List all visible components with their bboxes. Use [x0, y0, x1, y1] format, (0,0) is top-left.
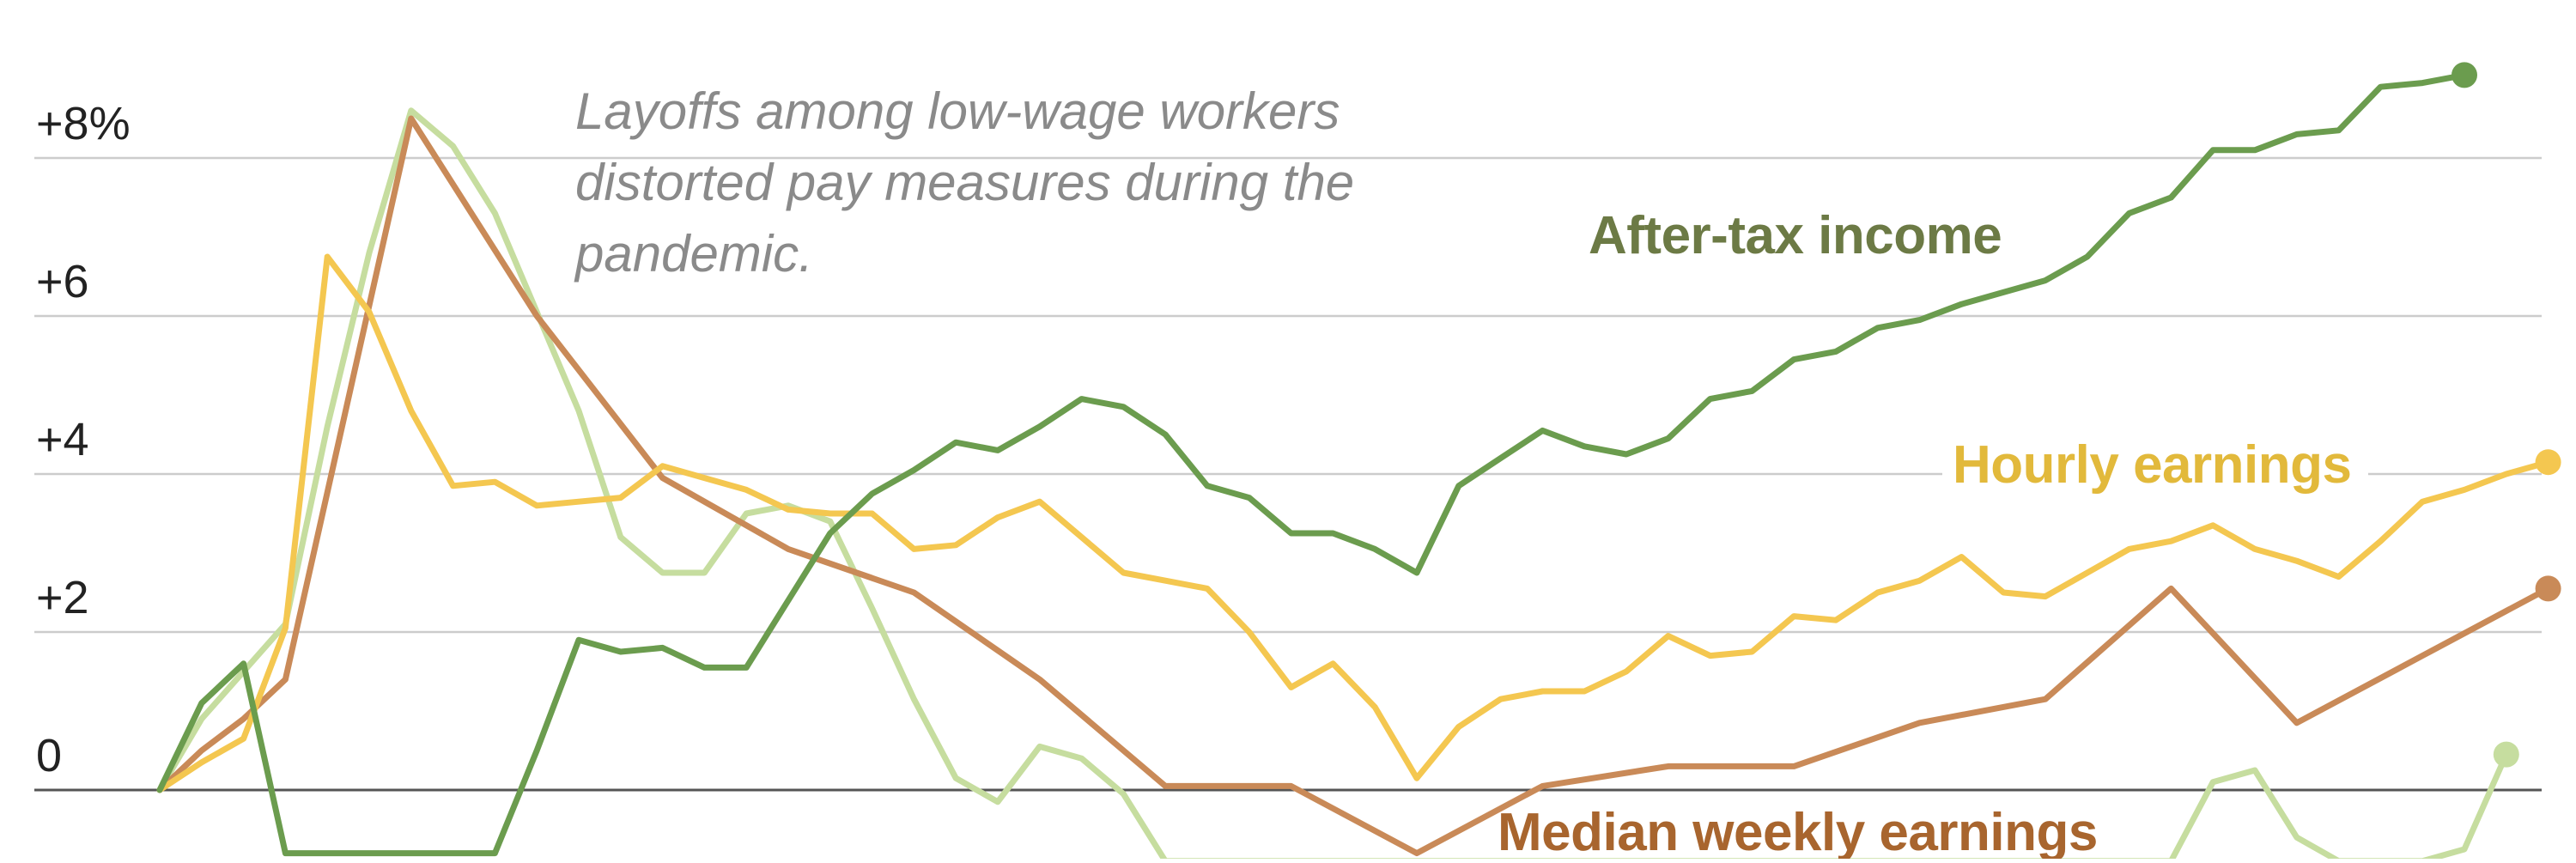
annotation-line-3: pandemic.: [574, 225, 813, 283]
median-weekly-earnings-line: [156, 115, 2552, 857]
median-weekly-earnings-end-marker: [2535, 575, 2561, 602]
after-tax-income-label: After-tax income: [1589, 206, 2002, 265]
hourly-earnings-label-background: [1942, 428, 2368, 500]
annotation: Layoffs among low-wage workers distorted…: [574, 82, 1354, 283]
hourly-earnings-line: [156, 253, 2552, 793]
annotation-line-1: Layoffs among low-wage workers: [575, 82, 1340, 140]
y-tick-label: +4: [36, 414, 89, 465]
series-labels: After-tax income Hourly earnings Median …: [1498, 206, 2368, 862]
annotation-line-2: distorted pay measures during the: [575, 154, 1354, 211]
y-tick-label: +8%: [36, 98, 131, 149]
y-tick-label: 0: [36, 730, 62, 781]
median-weekly-earnings-label: Median weekly earnings: [1498, 803, 2098, 859]
hourly-earnings-label: Hourly earnings: [1953, 435, 2352, 495]
gridlines: [34, 156, 2542, 792]
after-tax-income-line: [156, 71, 2468, 857]
y-axis-ticks: 0 +2 +4 +6 +8%: [36, 98, 131, 781]
unlabeled-end-marker: [2493, 741, 2519, 768]
unlabeled-line: [156, 107, 2510, 863]
y-tick-label: +6: [36, 256, 89, 307]
after-tax-income-end-marker: [2451, 62, 2477, 88]
hourly-earnings-end-marker: [2535, 449, 2561, 476]
series-lines: [156, 62, 2561, 863]
y-tick-label: +2: [36, 572, 89, 623]
